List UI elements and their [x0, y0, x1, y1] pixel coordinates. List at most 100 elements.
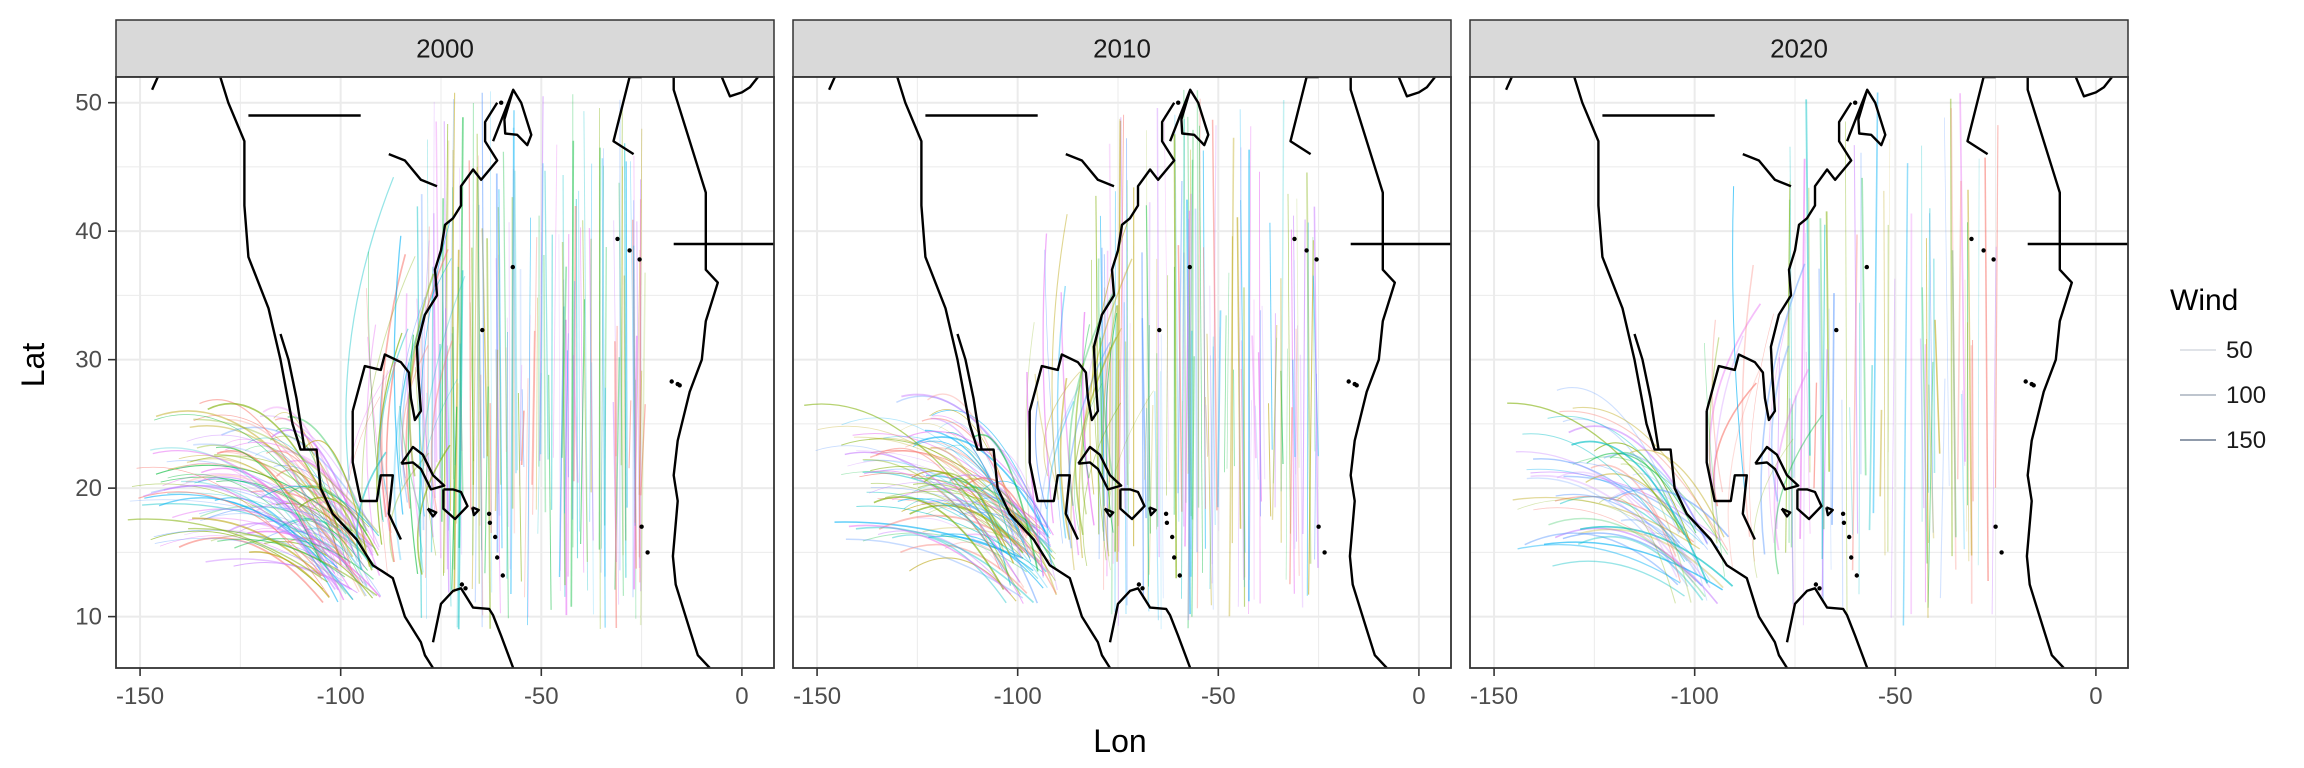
storm-track	[443, 121, 449, 570]
storm-track	[539, 96, 544, 461]
island	[480, 327, 485, 333]
storm-track	[1228, 137, 1235, 617]
storm-track	[1571, 440, 1709, 584]
storm-track	[940, 533, 1044, 589]
storm-track	[1845, 121, 1848, 615]
storm-track	[275, 469, 342, 566]
facet-panel-2010: 2010 -150 -100 -50 0	[792, 19, 1452, 710]
storm-track	[1271, 324, 1278, 520]
y-axis-tick-labels: 10 20 30 40 50	[75, 90, 116, 631]
storm-track	[217, 538, 346, 578]
storm-track	[1632, 473, 1708, 601]
coastline	[351, 102, 499, 422]
coastline	[1705, 102, 1853, 422]
storm-track	[897, 497, 1003, 556]
facet-panels: 2000 -150 -100 -50 0 2010 -150 -100 -50 0 2020 -150…	[115, 19, 2129, 710]
storm-track	[452, 149, 455, 540]
storm-track	[459, 396, 463, 451]
storm-track	[1805, 351, 1811, 534]
storm-track	[1776, 357, 1780, 529]
storm-track	[430, 266, 434, 553]
storm-track	[875, 447, 1001, 570]
storm-track	[1099, 337, 1104, 475]
storm-track	[512, 127, 517, 474]
storm-track	[253, 527, 341, 583]
storm-track	[430, 340, 453, 513]
panel-data	[804, 77, 1451, 668]
panel-data	[1505, 77, 2128, 668]
x-tick-label: -150	[793, 683, 841, 710]
storm-track	[1507, 402, 1685, 536]
great-lakes	[1742, 152, 1792, 188]
storm-track	[405, 293, 421, 537]
island	[1140, 586, 1145, 591]
storm-track	[1841, 399, 1844, 607]
storm-track	[247, 530, 381, 598]
storm-track	[634, 258, 641, 523]
island	[463, 586, 468, 591]
storm-track	[1091, 259, 1107, 561]
island	[1993, 524, 1998, 529]
storm-track	[1919, 338, 1925, 509]
storm-track	[589, 163, 593, 522]
storm-track	[1785, 181, 1791, 553]
storm-track	[131, 483, 324, 553]
storm-track	[1568, 425, 1708, 544]
storm-track	[1977, 158, 1980, 566]
storm-track	[190, 455, 370, 528]
coastline	[1633, 333, 1660, 450]
storm-track	[1293, 260, 1296, 549]
storm-track	[153, 529, 338, 567]
storm-track	[414, 367, 437, 556]
storm-track	[896, 395, 1051, 544]
storm-track	[1562, 532, 1703, 587]
storm-track	[419, 220, 451, 517]
storm-track	[245, 445, 341, 559]
storm-track	[946, 432, 1016, 558]
y-tick-label: 40	[75, 218, 102, 245]
storm-track	[457, 266, 464, 498]
storm-track	[559, 279, 565, 571]
storm-track	[389, 452, 430, 562]
island	[1864, 264, 1869, 270]
storm-track	[1517, 544, 1681, 584]
coastline	[1103, 507, 1115, 518]
storm-track	[138, 491, 325, 577]
storm-track	[905, 441, 1025, 534]
storm-track	[558, 306, 565, 578]
storm-track	[562, 174, 566, 597]
storm-track	[1620, 463, 1692, 603]
storm-track	[1512, 496, 1701, 550]
storm-track	[1191, 129, 1194, 520]
coastline	[1825, 506, 1834, 517]
storm-track	[181, 480, 347, 595]
storm-track	[964, 477, 1041, 548]
island	[1136, 582, 1142, 587]
storm-track	[1934, 319, 1941, 454]
storm-track	[1964, 279, 1968, 532]
storm-track	[841, 471, 1023, 539]
storm-track	[472, 102, 474, 556]
storm-tracks	[1507, 92, 1999, 626]
storm-track	[1790, 404, 1793, 548]
storm-track	[1105, 313, 1118, 533]
storm-track	[480, 374, 484, 616]
facet-strip-label: 2020	[1770, 34, 1828, 64]
storm-track	[1239, 109, 1246, 588]
coastline	[2025, 77, 2073, 668]
storm-track	[456, 343, 462, 628]
storm-track	[508, 222, 511, 570]
storm-track	[1921, 145, 1923, 522]
x-axis-title: Lon	[1093, 723, 1146, 759]
storm-track	[1577, 535, 1704, 601]
storm-track	[1559, 410, 1729, 551]
storm-track	[1073, 383, 1103, 531]
storm-track	[288, 520, 364, 584]
storm-track	[633, 335, 638, 590]
storm-track	[1616, 493, 1681, 583]
storm-track	[1872, 92, 1879, 514]
storm-track	[1141, 252, 1145, 600]
storm-track	[498, 189, 503, 549]
storm-track	[1556, 471, 1678, 578]
island	[1316, 524, 1321, 529]
